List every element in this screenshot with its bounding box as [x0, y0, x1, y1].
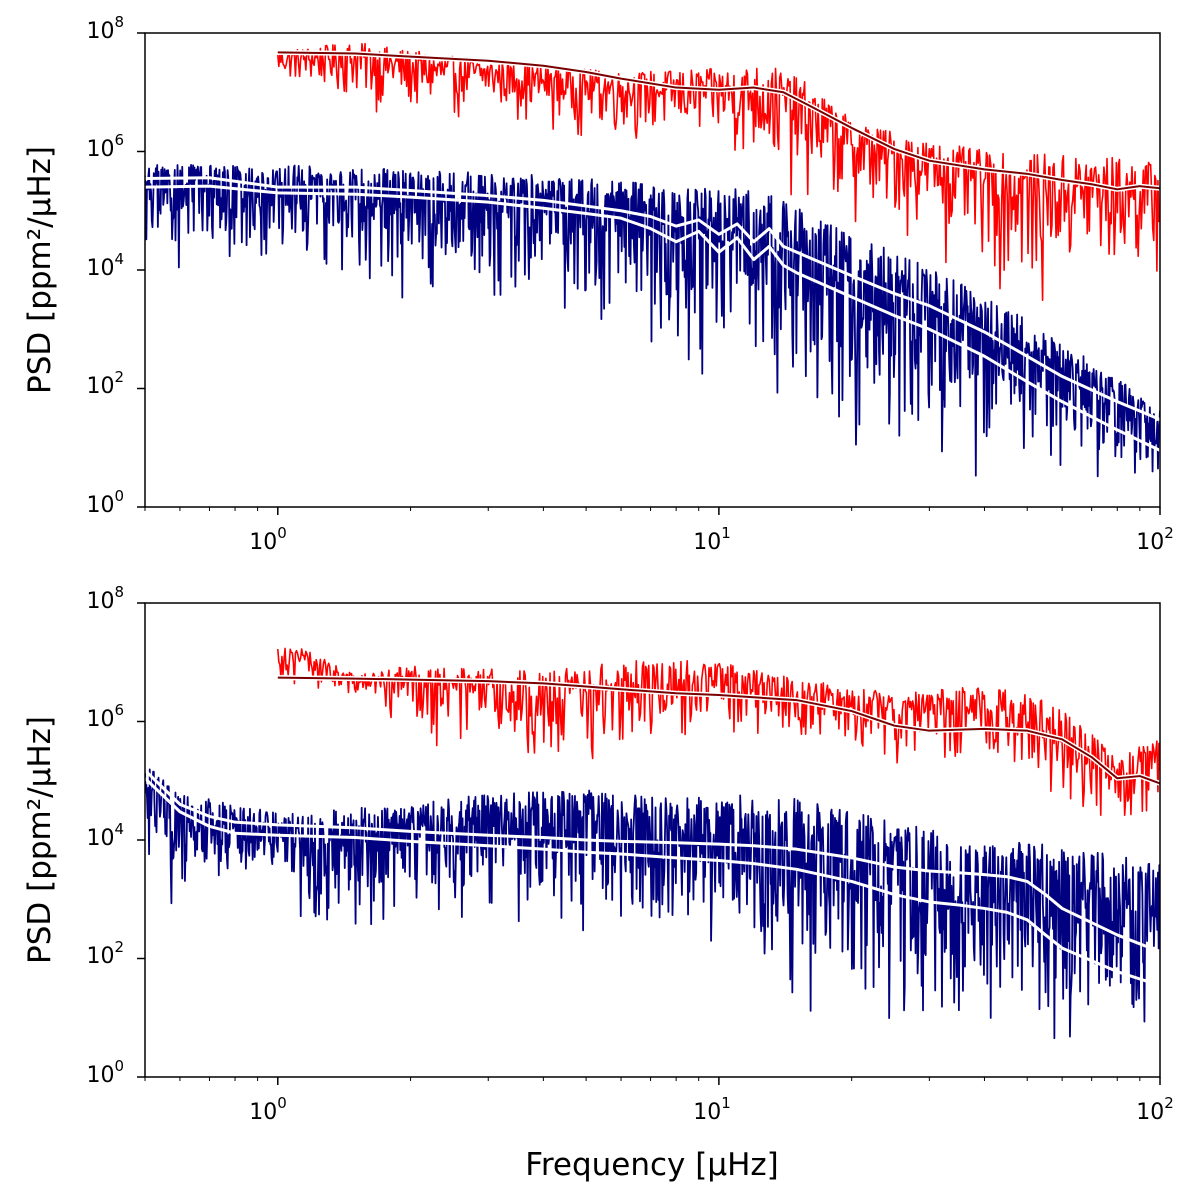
y-axis-label-bottom: PSD [ppm²/μHz]: [22, 716, 58, 964]
panel-top: 108 106 104 102 100 100 101 102: [22, 13, 1174, 555]
x-tick-label-top-1e1: 101: [693, 524, 731, 555]
series-blue-raw-psd: [145, 768, 1160, 1040]
plot-area-top: [145, 42, 1160, 478]
tick-marks-top: [137, 32, 1161, 515]
series-blue-smoothed-background: [145, 769, 1160, 954]
y-tick-label-top-1e6: 106: [86, 131, 124, 162]
y-tick-label-top-1e2: 102: [86, 368, 124, 399]
y-tick-label-bottom-1e6: 106: [86, 701, 124, 732]
y-tick-label-bottom-1e2: 102: [86, 938, 124, 969]
x-tick-label-top-1e0: 100: [249, 524, 287, 555]
series-red-smoothed-background: [277, 51, 1160, 191]
x-tick-label-top-1e2: 102: [1136, 524, 1174, 555]
x-tick-label-bottom-1e2: 102: [1136, 1094, 1174, 1125]
plot-area-bottom: [145, 647, 1160, 1040]
series-blue-smoothed-background: [145, 184, 1160, 452]
y-tick-label-bottom-1e4: 104: [86, 820, 124, 851]
y-tick-label-bottom-1e8: 108: [86, 583, 124, 614]
x-axis-label: Frequency [μHz]: [525, 1147, 779, 1183]
panel-bottom: 108 106 104 102 100 100 101 102: [22, 583, 1174, 1183]
y-tick-label-top-1e4: 104: [86, 250, 124, 281]
series-red-raw-psd: [276, 42, 1160, 301]
series-blue-smoothed-background: [145, 777, 1160, 987]
x-tick-label-bottom-1e1: 101: [693, 1094, 731, 1125]
y-axis-label-top: PSD [ppm²/μHz]: [22, 146, 58, 394]
tick-marks-bottom: [137, 602, 1161, 1085]
y-tick-label-bottom-1e0: 100: [86, 1057, 124, 1088]
series-blue-smoothed-background: [145, 176, 1160, 421]
series-red-raw-psd: [276, 647, 1160, 817]
x-tick-label-bottom-1e0: 100: [249, 1094, 287, 1125]
y-tick-label-top-1e8: 108: [86, 13, 124, 44]
y-tick-label-top-1e0: 100: [86, 487, 124, 518]
series-blue-raw-psd: [145, 164, 1160, 478]
series-red-smoothed-background: [277, 676, 1160, 785]
